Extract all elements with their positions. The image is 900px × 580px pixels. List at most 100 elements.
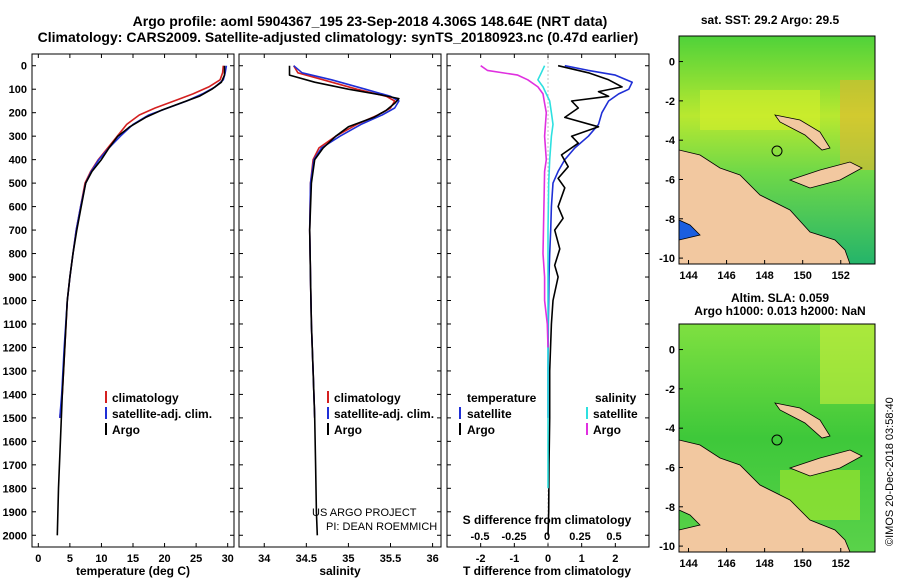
- salinity-legend: climatology satellite-adj. clim. Argo: [327, 391, 434, 437]
- x-tick-label-p0-20: 20: [158, 553, 170, 565]
- map-sla-title2: Argo h1000: 0.013 h2000: NaN: [694, 304, 865, 318]
- s-tick-neg025: -0.25: [501, 531, 526, 543]
- s-difference-label: S difference from climatology: [463, 513, 632, 527]
- map-sla-axes: 144 146 148 150 152 0 -2 -4 -6 -8 -10: [659, 345, 850, 570]
- figure-title-line2: Climatology: CARS2009. Satellite-adjuste…: [38, 29, 639, 45]
- depth-tick-label-400: 400: [9, 155, 27, 167]
- depth-tick-label-1100: 1100: [3, 319, 27, 331]
- map-sla-land-newbritain: [788, 449, 863, 477]
- map-sla-lat-label--8: -8: [665, 502, 675, 514]
- legend3-targo-label: Argo: [467, 423, 495, 437]
- x-tick-label-p2--2: -2: [476, 553, 486, 565]
- map-sla: [679, 324, 875, 552]
- legend2-sat-label: satellite-adj. clim.: [334, 407, 434, 421]
- legend3-sal-head: salinity: [595, 391, 637, 405]
- depth-tick-label-0: 0: [21, 61, 27, 73]
- salinity-xlabel: salinity: [319, 564, 361, 578]
- map-sst-lat-label--4: -4: [665, 135, 676, 147]
- map-sla-lat-label--4: -4: [665, 423, 676, 435]
- depth-axis: 0 100 200 300 400 500 600 700 800 900 1000 1100 1200…: [3, 61, 649, 542]
- map-sla-argo-marker: [771, 434, 783, 446]
- map-sst-land-png: [679, 149, 851, 264]
- depth-tick-label-1000: 1000: [3, 296, 27, 308]
- map-sla-lon-label-152: 152: [832, 558, 850, 570]
- series-line-p0-argo: [56, 65, 226, 536]
- difference-panel: -2 -1 0 1 2: [476, 54, 634, 565]
- map-sla-lat-label--2: -2: [665, 384, 675, 396]
- map-sla-lon-label-146: 146: [717, 558, 735, 570]
- map-sst-lat-label--6: -6: [665, 174, 675, 186]
- figure-title-line1: Argo profile: aoml 5904367_195 23-Sep-20…: [133, 13, 608, 29]
- map-sla-lat-label--10: -10: [659, 541, 675, 553]
- map-sst-land-newireland: [774, 114, 831, 151]
- x-tick-label-p0-25: 25: [190, 553, 202, 565]
- map-sla-title1: Altim. SLA: 0.059: [731, 291, 829, 305]
- legend-sat-label: satellite-adj. clim.: [112, 407, 212, 421]
- s-tick-0: 0: [544, 531, 550, 543]
- series-line-p2-temperature-argo: [547, 64, 623, 536]
- map-sst-warm-patch: [840, 80, 875, 170]
- map-sst: [679, 36, 875, 264]
- x-tick-label-p2--1: -1: [509, 553, 519, 565]
- x-tick-label-p2-2: 2: [612, 553, 618, 565]
- map-sst-lat-label--10: -10: [659, 253, 675, 265]
- series-line-p2-salinity-argo: [480, 65, 549, 348]
- map-sst-lon-label-146: 146: [717, 270, 735, 282]
- depth-tick-label-500: 500: [9, 178, 27, 190]
- salinity-panel: 34 34.5 35 35.5 36: [258, 54, 439, 565]
- legend2-clim-label: climatology: [334, 391, 401, 405]
- x-tick-label-p2-1: 1: [579, 553, 585, 565]
- series-line-p1-argo: [288, 65, 400, 536]
- map-sla-land-newireland: [774, 402, 831, 439]
- map-sst-title: sat. SST: 29.2 Argo: 29.5: [701, 13, 840, 27]
- map-sla-lon-label-150: 150: [794, 558, 812, 570]
- temperature-xlabel: temperature (deg C): [76, 564, 190, 578]
- depth-tick-label-1400: 1400: [3, 389, 27, 401]
- legend3-tsat-label: satellite: [467, 407, 512, 421]
- x-tick-label-p1-34: 34: [258, 553, 271, 565]
- legend3-ssat-label: satellite: [593, 407, 638, 421]
- imos-stamp: ©IMOS 20-Dec-2018 03:58:40: [884, 397, 896, 546]
- depth-tick-label-100: 100: [9, 84, 27, 96]
- map-sst-frame: [678, 35, 876, 265]
- map-sst-argo-marker: [771, 145, 783, 157]
- x-tick-label-p0-10: 10: [95, 553, 107, 565]
- depth-tick-label-1600: 1600: [3, 436, 27, 448]
- map-sst-lon-label-148: 148: [755, 270, 773, 282]
- x-tick-label-p0-30: 30: [222, 553, 234, 565]
- depth-tick-label-600: 600: [9, 202, 27, 214]
- temperature-panel: 0 5 10 15 20 25 30: [35, 54, 234, 565]
- map-sst-lat-label--2: -2: [665, 96, 675, 108]
- map-sla-lon-label-148: 148: [755, 558, 773, 570]
- depth-tick-label-1200: 1200: [3, 342, 27, 354]
- map-sla-yellow-patch: [820, 324, 875, 404]
- x-tick-label-p1-36: 36: [426, 553, 438, 565]
- credit-pi: PI: DEAN ROEMMICH: [326, 521, 437, 533]
- panel-salinity-frame: [238, 53, 442, 548]
- map-sla-lon-label-144: 144: [679, 558, 698, 570]
- x-tick-label-p1-34.5: 34.5: [296, 553, 317, 565]
- series-line-p2-temperature-satellite: [547, 64, 634, 418]
- map-sst-lat-label--8: -8: [665, 214, 675, 226]
- depth-tick-label-1300: 1300: [3, 366, 27, 378]
- depth-tick-label-700: 700: [9, 225, 27, 237]
- map-sst-axes: 144 146 148 150 152 0 -2 -4 -6 -8 -10: [659, 57, 850, 282]
- panel-temperature-frame: [31, 53, 235, 548]
- legend3-sargo-label: Argo: [593, 423, 621, 437]
- credit-project: US ARGO PROJECT: [312, 507, 417, 519]
- depth-tick-label-800: 800: [9, 249, 27, 261]
- s-tick-05: 0.5: [606, 531, 621, 543]
- s-difference-ticks: -0.5 -0.25 0 0.25 0.5: [471, 531, 622, 543]
- difference-xlabel: T difference from climatology: [463, 564, 631, 578]
- map-sst-lon-label-150: 150: [794, 270, 812, 282]
- depth-tick-label-900: 900: [9, 272, 27, 284]
- x-tick-label-p1-35: 35: [342, 553, 354, 565]
- legend-clim-label: climatology: [112, 391, 179, 405]
- depth-tick-label-1800: 1800: [3, 483, 27, 495]
- x-tick-label-p0-0: 0: [35, 553, 41, 565]
- map-sla-lat-label-0: 0: [669, 345, 675, 357]
- temperature-legend: climatology satellite-adj. clim. Argo: [105, 391, 212, 437]
- x-tick-label-p0-5: 5: [67, 553, 73, 565]
- depth-tick-label-2000: 2000: [3, 530, 27, 542]
